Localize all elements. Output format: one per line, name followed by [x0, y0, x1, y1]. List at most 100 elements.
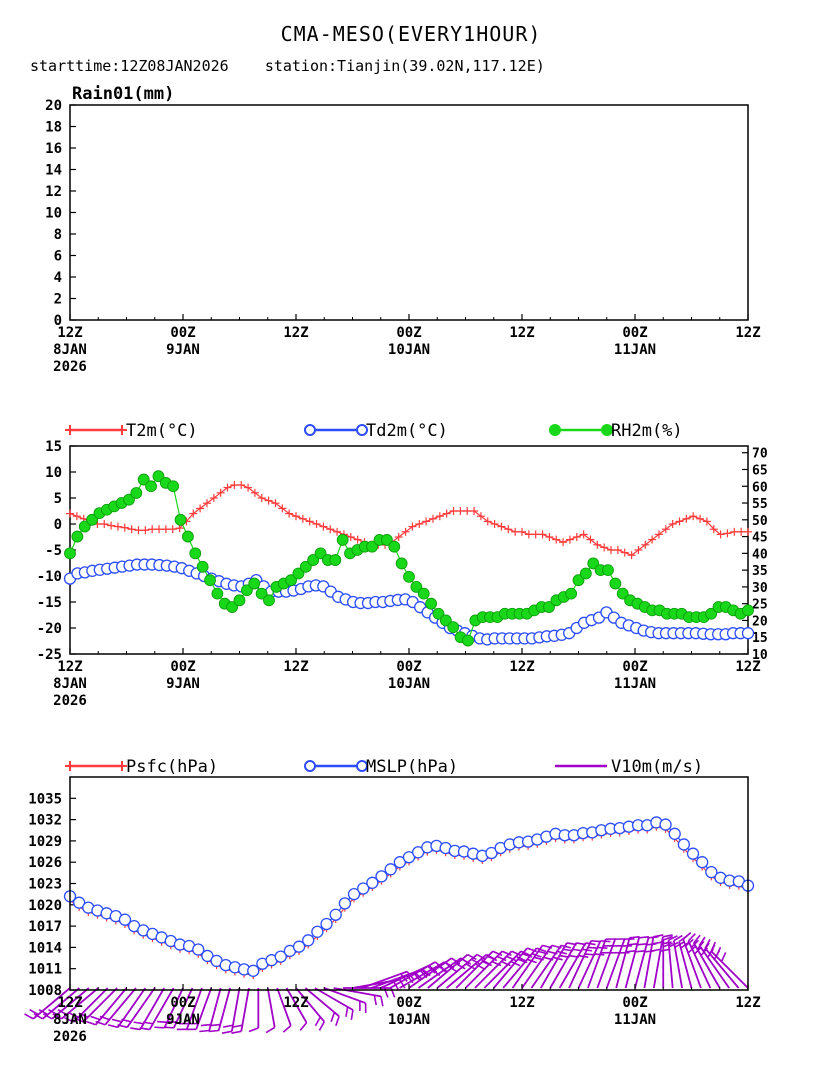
- wind-barb: [596, 938, 626, 989]
- temp-y-tick-label: -15: [37, 595, 62, 611]
- rh2m-point: [248, 577, 261, 590]
- td2m-point: [741, 627, 755, 640]
- rh2m-point: [366, 540, 379, 553]
- rh2m-point: [579, 567, 592, 580]
- wind-barb: [304, 987, 340, 1026]
- wind-barb: [643, 934, 664, 989]
- t2m-point: [189, 509, 198, 518]
- rh2m-point: [130, 487, 143, 499]
- t2m-point: [66, 509, 74, 518]
- t2m-point: [196, 504, 205, 513]
- wind-barb: [464, 950, 512, 989]
- t2m-point: [278, 504, 287, 513]
- t2m-point: [476, 512, 485, 521]
- x-tick-label: 12Z: [735, 659, 760, 675]
- wind-barb: [33, 987, 80, 1020]
- t2m-point: [572, 533, 581, 541]
- rh2m-point: [240, 584, 253, 597]
- x-tick-label: 00Z: [396, 995, 421, 1011]
- pressure-y-tick-label: 1032: [28, 813, 62, 829]
- t2m-point: [422, 517, 431, 526]
- rh2m-point: [292, 567, 305, 580]
- rh2m-point: [565, 587, 578, 600]
- rh-y-tick-label: 40: [752, 547, 768, 562]
- wind-barb: [483, 950, 531, 989]
- t2m-point: [737, 527, 746, 536]
- t2m-point: [634, 546, 643, 554]
- wind-barb: [221, 987, 241, 1034]
- rain-y-tick-label: 2: [54, 292, 62, 308]
- plot-frame-1: [69, 104, 749, 321]
- rh-y-tick-label: 20: [752, 614, 768, 629]
- t2m-point: [744, 527, 752, 536]
- t2m-point: [456, 507, 465, 515]
- rh2m-point: [307, 554, 320, 566]
- t2m-point: [586, 535, 595, 544]
- wind-barb: [248, 988, 260, 1033]
- chart-subtitle: starttime:12Z08JAN2026 station:Tianjin(3…: [30, 57, 545, 75]
- mslp-point: [311, 925, 324, 938]
- rh2m-legend-label: RH2m(%): [611, 421, 683, 441]
- mslp-point: [274, 950, 287, 963]
- rh2m-point: [447, 621, 460, 634]
- x-tick-date-label: 11JAN: [614, 1012, 656, 1028]
- td2m-legend-label: Td2m(°C): [366, 421, 448, 441]
- wind-barb: [52, 987, 99, 1020]
- t2m-point: [435, 512, 444, 521]
- x-tick-date-label: 11JAN: [614, 676, 656, 692]
- x-tick-label: 12Z: [283, 659, 308, 675]
- t2m-point: [223, 483, 232, 492]
- rh2m-point: [587, 557, 600, 570]
- rain-y-tick-label: 6: [54, 249, 62, 265]
- rh2m-legend-marker: [601, 424, 613, 436]
- t2m-point: [668, 520, 677, 528]
- wind-barb: [455, 950, 503, 989]
- t2m-point: [271, 499, 280, 508]
- t2m-point: [689, 512, 698, 521]
- t2m-point: [305, 517, 314, 526]
- t2m-point: [620, 548, 629, 557]
- t2m-point: [326, 525, 335, 534]
- t2m-point: [394, 533, 403, 541]
- mslp-point: [677, 838, 691, 851]
- t2m-point: [463, 507, 472, 515]
- t2m-point: [250, 488, 259, 497]
- wind-barb: [231, 987, 250, 1034]
- wind-barb: [704, 939, 740, 989]
- rh2m-point: [572, 574, 585, 587]
- t2m-point: [723, 529, 732, 538]
- t2m-point: [257, 494, 266, 502]
- rh2m-point: [145, 480, 157, 493]
- t2m-point: [346, 533, 355, 541]
- mslp-point: [366, 876, 379, 889]
- t2m-point: [216, 488, 225, 497]
- x-tick-label: 00Z: [622, 325, 647, 341]
- t2m-point: [524, 530, 533, 539]
- x-tick-label: 12Z: [57, 325, 82, 341]
- rh2m-point: [439, 614, 452, 627]
- x-tick-label: 00Z: [396, 325, 421, 341]
- rh2m-point: [432, 607, 445, 620]
- mslp-point: [329, 908, 342, 921]
- t2m-point: [607, 546, 616, 554]
- x-tick-date-label: 8JAN: [53, 676, 87, 692]
- rh2m-point: [742, 604, 754, 617]
- wind-barb: [85, 987, 128, 1026]
- t2m-point: [661, 525, 670, 534]
- x-tick-label: 12Z: [283, 325, 308, 341]
- rh2m-point: [388, 540, 401, 553]
- t2m-point: [518, 527, 526, 536]
- rh2m-point: [152, 470, 165, 483]
- rh2m-point: [167, 480, 180, 493]
- x-tick-date-label: 10JAN: [388, 676, 430, 692]
- pressure-y-tick-label: 1017: [28, 919, 62, 935]
- rh2m-point: [336, 534, 349, 546]
- rain-y-tick-label: 16: [45, 141, 62, 157]
- rh2m-point: [543, 601, 555, 613]
- wind-barb: [295, 987, 325, 1031]
- temp-y-tick-label: -25: [37, 647, 62, 663]
- x-tick-label: 12Z: [509, 995, 534, 1011]
- rh-y-tick-label: 55: [752, 497, 768, 512]
- pressure-y-tick-label: 1011: [28, 962, 62, 978]
- mslp-point: [118, 913, 132, 926]
